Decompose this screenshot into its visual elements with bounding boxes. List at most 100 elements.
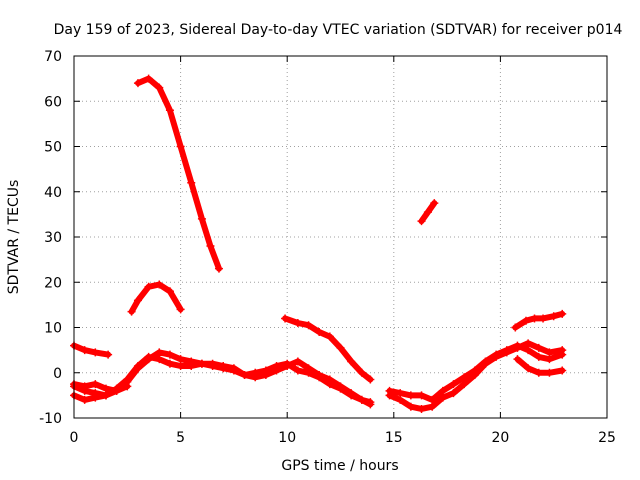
series-arc-late-12 <box>511 309 567 332</box>
y-tick-label: 40 <box>44 185 62 201</box>
x-tick-label: 10 <box>278 430 296 446</box>
data-point <box>104 350 113 359</box>
x-tick-label: 5 <box>176 430 185 446</box>
data-point <box>281 314 290 323</box>
data-point <box>165 106 174 115</box>
data-point <box>80 395 89 404</box>
series-arc-high-descending <box>133 74 223 273</box>
data-point <box>438 386 447 395</box>
data-point <box>449 380 458 389</box>
y-tick-label: 70 <box>44 49 62 65</box>
data-point <box>214 264 223 273</box>
data-point <box>101 391 110 400</box>
y-tick-label: 50 <box>44 140 62 156</box>
data-point <box>197 359 206 368</box>
series-band-15-a <box>385 339 567 413</box>
data-point <box>187 361 196 370</box>
data-point <box>261 366 270 375</box>
data-point <box>155 348 164 357</box>
y-tick-label: 10 <box>44 321 62 337</box>
x-tick-label: 15 <box>385 430 403 446</box>
chart-title: Day 159 of 2023, Sidereal Day-to-day VTE… <box>54 22 623 38</box>
data-point <box>549 312 558 321</box>
data-point <box>133 361 142 370</box>
data-point <box>449 389 458 398</box>
data-point <box>545 368 554 377</box>
data-point <box>133 79 142 88</box>
data-point <box>521 316 530 325</box>
data-point <box>417 391 426 400</box>
data-point <box>558 350 567 359</box>
data-point <box>80 346 89 355</box>
data-point <box>530 314 539 323</box>
data-point <box>176 361 185 370</box>
data-point <box>165 350 174 359</box>
series-line <box>128 281 184 315</box>
data-point <box>251 368 260 377</box>
data-point <box>460 373 469 382</box>
data-point <box>144 282 153 291</box>
data-point <box>144 74 153 83</box>
y-axis-label: SDTVAR / TECUs <box>6 180 22 295</box>
x-tick-label: 0 <box>70 430 79 446</box>
data-point <box>127 307 136 316</box>
series-line <box>71 342 112 358</box>
data-point <box>219 364 228 373</box>
data-point <box>558 309 567 318</box>
data-point <box>545 348 554 357</box>
data-point <box>417 217 426 226</box>
data-series <box>70 74 567 413</box>
data-point <box>315 328 324 337</box>
data-point <box>165 287 174 296</box>
data-point <box>101 384 110 393</box>
data-point <box>511 323 520 332</box>
data-point <box>470 366 479 375</box>
data-point <box>206 242 215 251</box>
data-point <box>325 380 334 389</box>
series-band-15-c <box>513 355 567 377</box>
data-point <box>176 305 185 314</box>
data-point <box>293 357 302 366</box>
data-point <box>539 314 548 323</box>
axis-ticks: 0 5 10 15 20 25 -10 0 10 20 30 40 50 60 70 <box>39 49 616 446</box>
series-line <box>135 75 222 272</box>
series-band-15-b <box>385 341 567 404</box>
data-point <box>438 393 447 402</box>
x-tick-label: 25 <box>598 430 616 446</box>
data-point <box>208 361 217 370</box>
data-point <box>430 199 439 208</box>
data-point <box>513 355 522 364</box>
data-point <box>304 321 313 330</box>
series-arc-short-rise <box>417 199 439 226</box>
y-tick-label: 30 <box>44 230 62 246</box>
data-point <box>315 373 324 382</box>
data-point <box>293 318 302 327</box>
y-tick-label: 0 <box>53 366 62 382</box>
y-tick-label: -10 <box>39 411 62 427</box>
data-point <box>304 368 313 377</box>
data-point <box>366 400 375 409</box>
data-point <box>534 352 543 361</box>
data-point <box>545 355 554 364</box>
series-arc-early-10 <box>70 341 113 359</box>
series-band-0-b <box>70 352 375 409</box>
data-point <box>534 368 543 377</box>
data-point <box>155 83 164 92</box>
data-point <box>524 364 533 373</box>
data-point <box>428 395 437 404</box>
data-point <box>396 395 405 404</box>
series-line <box>514 356 566 376</box>
data-point <box>428 402 437 411</box>
y-tick-label: 60 <box>44 94 62 110</box>
data-point <box>481 357 490 366</box>
y-tick-label: 20 <box>44 275 62 291</box>
data-point <box>155 355 164 364</box>
data-point <box>176 142 185 151</box>
data-point <box>123 382 132 391</box>
data-point <box>534 343 543 352</box>
data-point <box>240 371 249 380</box>
data-point <box>187 178 196 187</box>
data-point <box>325 332 334 341</box>
series-band-0-a <box>70 348 375 407</box>
data-point <box>385 386 394 395</box>
